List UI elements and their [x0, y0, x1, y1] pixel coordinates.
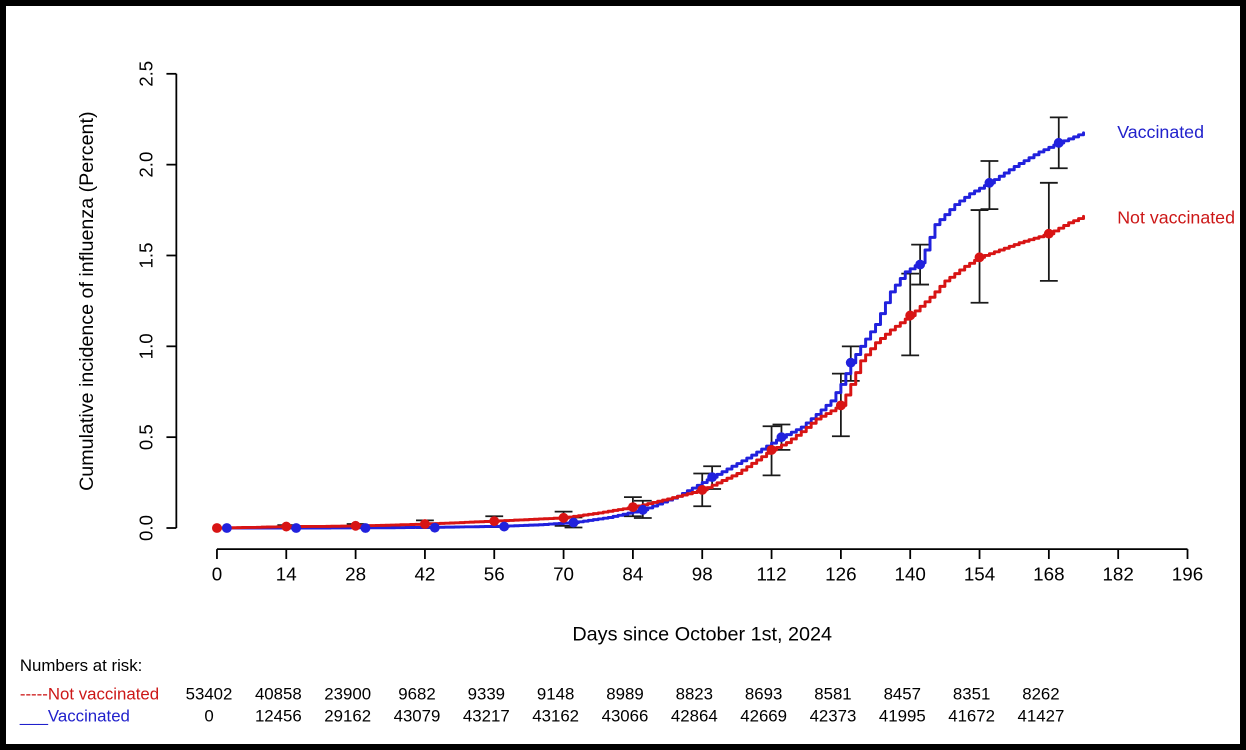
not-vaccinated-marker — [835, 400, 846, 411]
vaccinated-curve — [215, 131, 1086, 530]
not-vaccinated-marker — [211, 523, 222, 533]
risk-value: 42864 — [671, 706, 718, 725]
not-vaccinated-marker — [350, 520, 361, 531]
risk-value: 0 — [204, 706, 213, 725]
not-vaccinated-marker — [905, 310, 916, 321]
vaccinated-marker — [845, 357, 856, 368]
vaccinated-curve-label: Vaccinated — [1117, 122, 1204, 142]
vaccinated-marker — [291, 523, 302, 533]
risk-value: 9682 — [398, 685, 435, 704]
risk-value: 42669 — [740, 706, 787, 725]
vaccinated-row-label: Vaccinated — [48, 706, 130, 725]
x-tick-label: 168 — [1033, 564, 1064, 585]
risk-value: 40858 — [255, 685, 302, 704]
risk-value: 8693 — [745, 685, 782, 704]
y-tick-label: 2.5 — [136, 61, 157, 87]
risk-value: 42373 — [810, 706, 857, 725]
not-vaccinated-marker — [766, 444, 777, 455]
risk-row-label-not-vaccinated: -----Not vaccinated — [20, 685, 159, 704]
x-tick-label: 70 — [553, 564, 574, 585]
x-tick-label: 196 — [1172, 564, 1203, 585]
not-vaccinated-curve-label: Not vaccinated — [1117, 208, 1235, 228]
risk-value: 12456 — [255, 706, 302, 725]
vaccinated-line-sample: ___ — [19, 706, 49, 725]
vaccinated-marker — [707, 472, 718, 483]
vaccinated-marker — [915, 259, 926, 270]
x-tick-label: 28 — [345, 564, 366, 585]
y-tick-label: 1.5 — [136, 242, 157, 268]
vaccinated-marker — [776, 432, 787, 443]
x-tick-label: 98 — [692, 564, 713, 585]
vaccinated-marker — [637, 504, 648, 515]
vaccinated-marker — [429, 522, 440, 533]
risk-value: 43079 — [394, 706, 441, 725]
y-tick-label: 0.5 — [136, 424, 157, 450]
y-tick-label: 0.0 — [136, 515, 157, 541]
x-axis-title: Days since October 1st, 2024 — [572, 624, 832, 646]
not-vaccinated-marker — [489, 516, 500, 527]
risk-value: 29162 — [324, 706, 371, 725]
risk-value: 8457 — [884, 685, 921, 704]
x-tick-label: 42 — [414, 564, 435, 585]
not-vaccinated-row-label: Not vaccinated — [48, 685, 159, 704]
risk-value: 41672 — [948, 706, 995, 725]
x-tick-label: 84 — [622, 564, 643, 585]
vaccinated-marker — [221, 523, 232, 533]
risk-value: 43066 — [602, 706, 649, 725]
risk-value: 8989 — [606, 685, 643, 704]
vaccinated-marker — [360, 523, 371, 533]
not-vaccinated-marker — [697, 484, 708, 495]
risk-value: 8262 — [1022, 685, 1059, 704]
vaccinated-marker — [984, 177, 995, 188]
risk-row-label-vaccinated: ___Vaccinated — [19, 706, 130, 725]
numbers-at-risk-header: Numbers at risk: — [20, 656, 142, 675]
chart-generated-layer: 0.0 0.5 1.0 1.5 2.0 2.5 0 14 28 42 56 70 84 98 112 126 1… — [136, 61, 1204, 726]
risk-value: 9148 — [537, 685, 574, 704]
risk-value: 43217 — [463, 706, 510, 725]
risk-value: 23900 — [324, 685, 371, 704]
risk-value: 53402 — [186, 685, 233, 704]
x-tick-label: 154 — [964, 564, 995, 585]
vaccinated-marker — [568, 517, 579, 528]
not-vaccinated-marker — [974, 252, 985, 263]
not-vaccinated-marker — [281, 521, 292, 532]
not-vaccinated-marker — [627, 502, 638, 513]
risk-value: 41427 — [1018, 706, 1065, 725]
y-tick-label: 1.0 — [136, 333, 157, 359]
risk-value: 43162 — [532, 706, 579, 725]
vaccinated-marker — [1053, 137, 1064, 148]
x-tick-label: 14 — [276, 564, 297, 585]
x-tick-label: 126 — [825, 564, 856, 585]
not-vaccinated-curve — [215, 214, 1086, 530]
risk-value: 8351 — [953, 685, 990, 704]
risk-value: 9339 — [468, 685, 505, 704]
vaccinated-marker — [499, 521, 510, 532]
risk-value: 41995 — [879, 706, 926, 725]
not-vaccinated-marker — [419, 519, 430, 529]
x-tick-label: 0 — [212, 564, 222, 585]
risk-value: 8823 — [676, 685, 713, 704]
not-vaccinated-line-sample: ----- — [20, 685, 48, 704]
y-tick-label: 2.0 — [136, 152, 157, 178]
x-tick-label: 112 — [757, 564, 787, 585]
not-vaccinated-marker — [558, 512, 569, 523]
x-tick-label: 182 — [1102, 564, 1133, 585]
risk-value: 8581 — [814, 685, 851, 704]
not-vaccinated-marker — [1043, 228, 1054, 239]
y-axis-title: Cumulative incidence of influenza (Perce… — [76, 111, 98, 490]
x-tick-label: 140 — [895, 564, 926, 585]
x-tick-label: 56 — [484, 564, 505, 585]
cumulative-incidence-chart: 0.0 0.5 1.0 1.5 2.0 2.5 0 14 28 42 56 70 84 98 112 126 1… — [19, 61, 1235, 726]
